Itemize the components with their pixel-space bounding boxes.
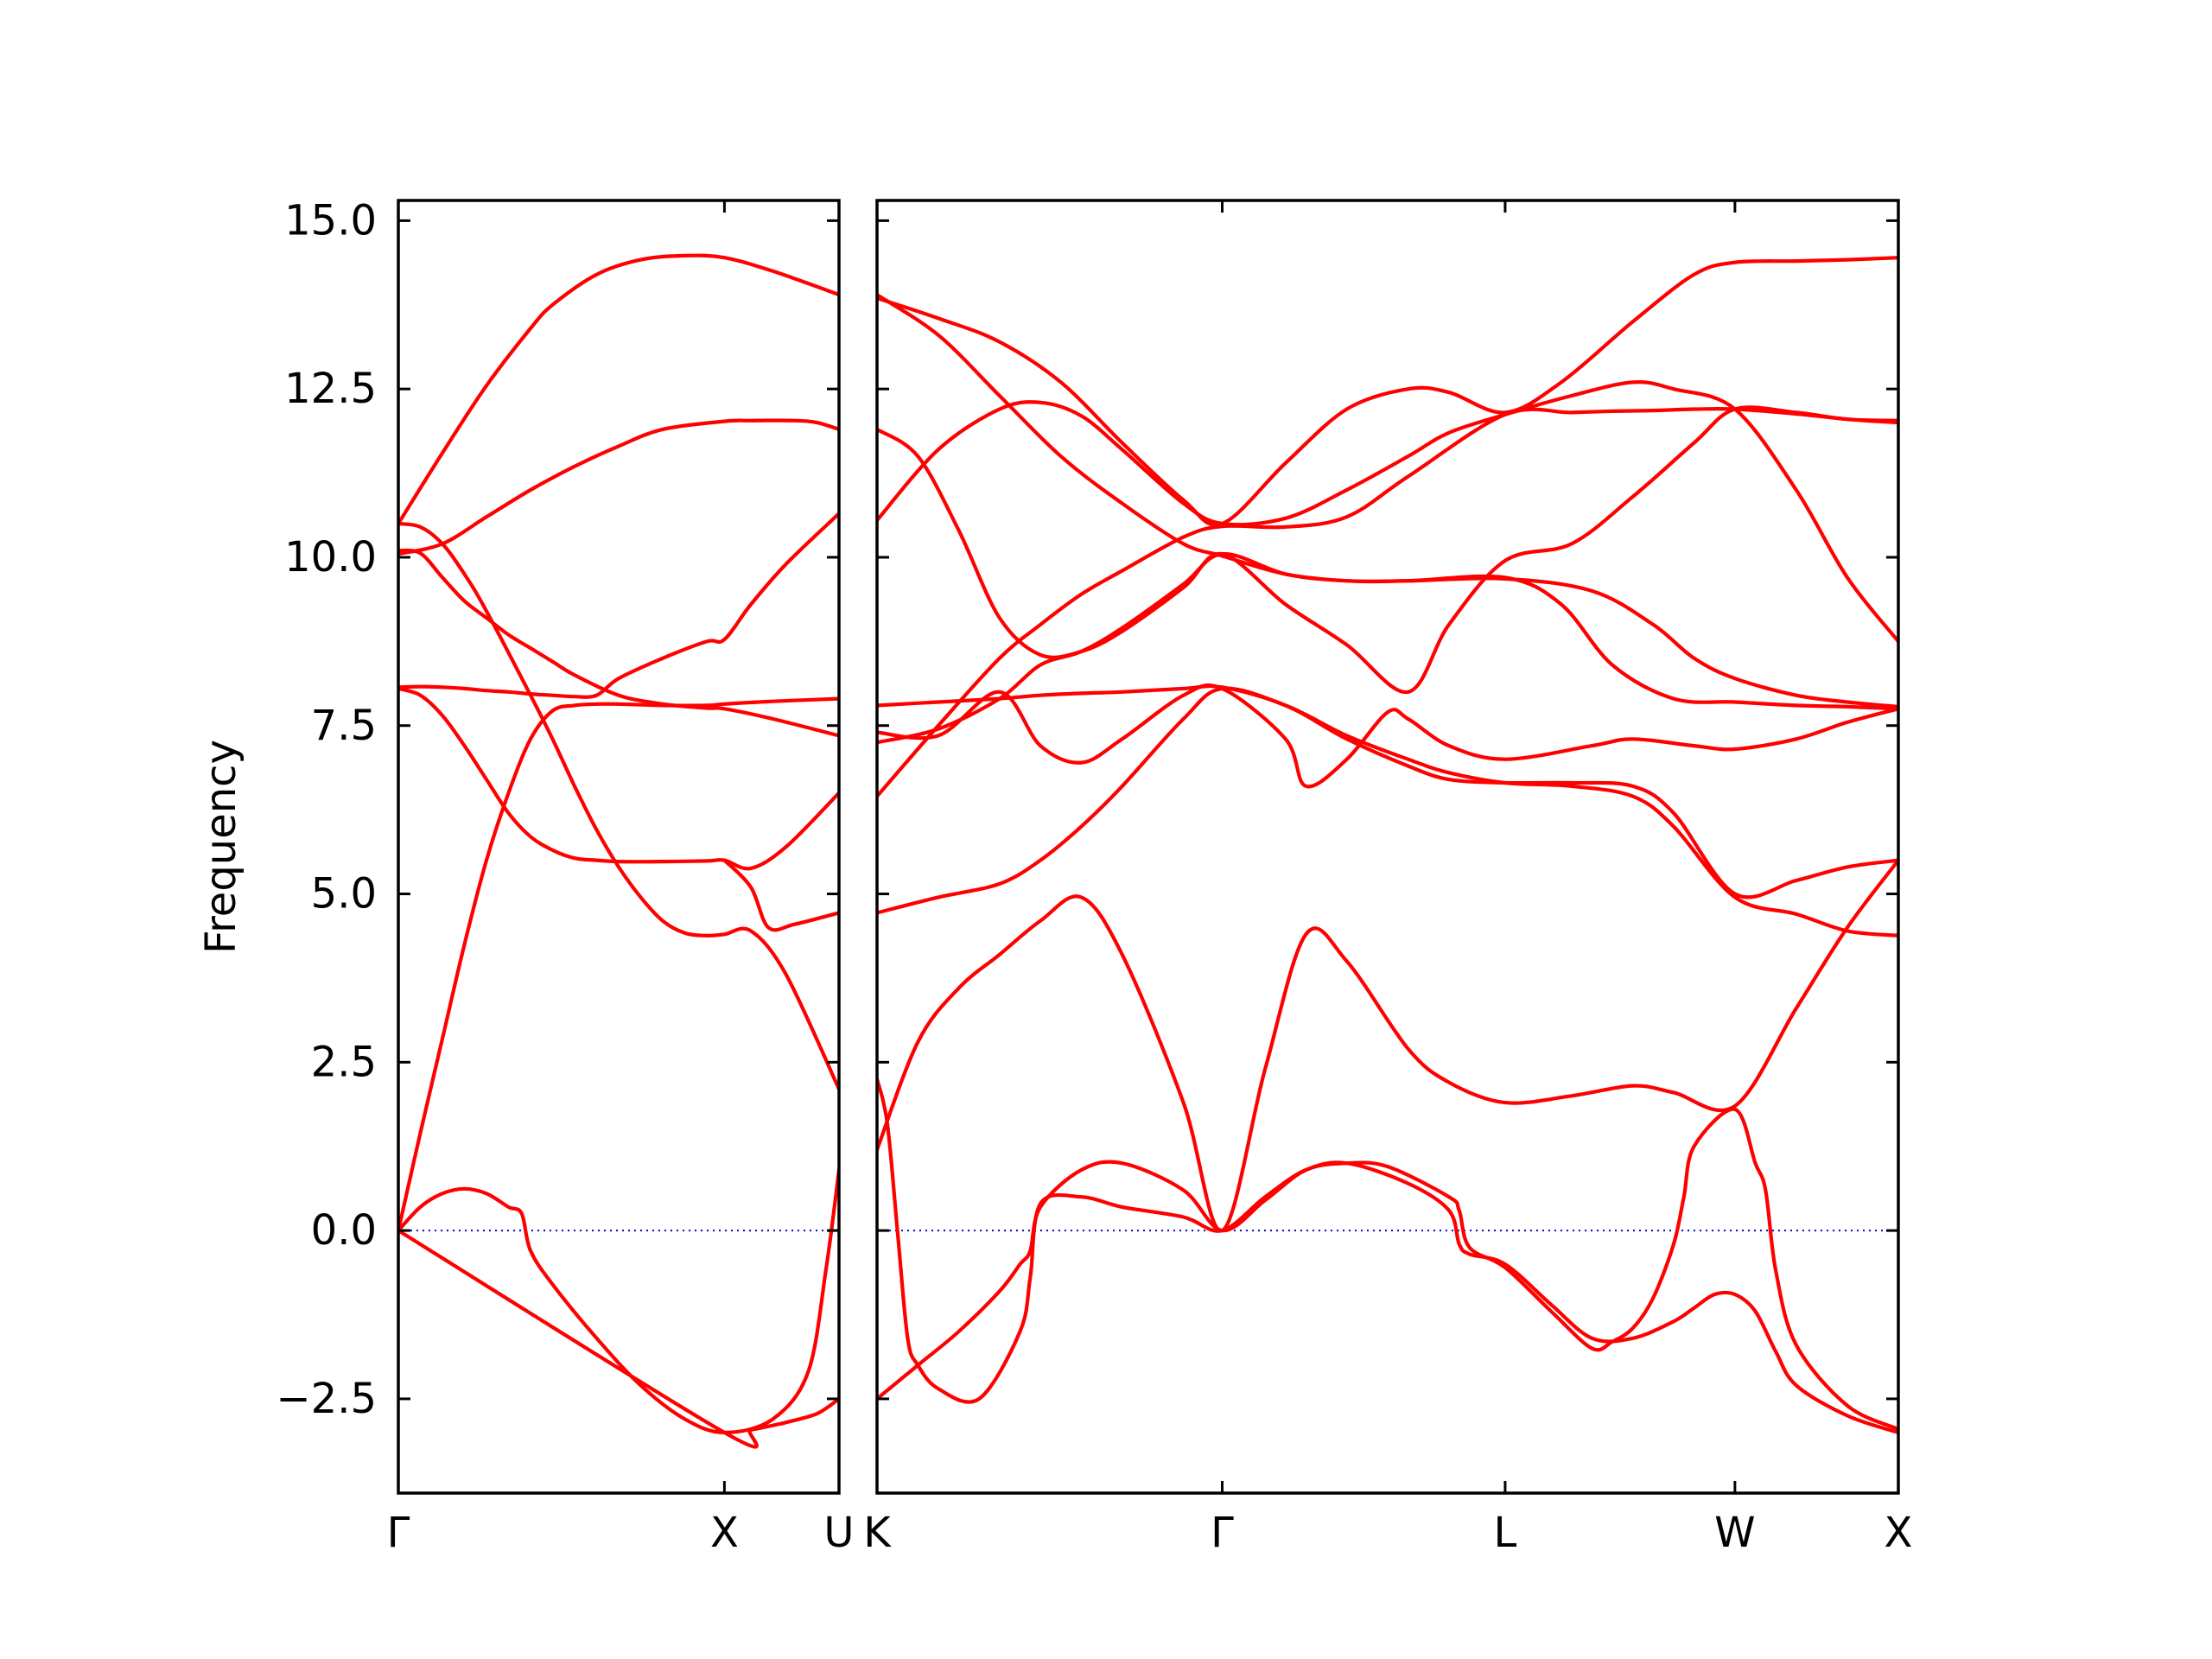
panel-frame — [397, 199, 841, 1495]
band-line-8 — [398, 1167, 839, 1434]
y-axis-ticks: −2.5 0.0 2.5 5.0 7.5 10.0 12.5 15.0 — [276, 196, 377, 1423]
band-line-1 — [877, 256, 1898, 527]
band-line-3 — [398, 548, 839, 738]
y-axis-label-group: Frequency — [197, 740, 245, 954]
band-line-3 — [877, 380, 1898, 644]
band-line-10 — [722, 858, 839, 932]
y-tick-label: 2.5 — [311, 1038, 377, 1086]
band-line-9 — [398, 1229, 839, 1449]
x-tick-label: W — [1714, 1509, 1755, 1557]
y-tick-label: 5.0 — [311, 870, 377, 918]
band-line-7 — [398, 696, 839, 1233]
y-axis-label: Frequency — [197, 740, 245, 954]
band-line-12 — [877, 1107, 1898, 1432]
y-tick-label: 15.0 — [284, 196, 377, 245]
band-line-8 — [877, 683, 1898, 789]
band-line-1 — [398, 253, 839, 526]
x-tick-label: X — [1885, 1509, 1913, 1557]
x-tick-label: K — [863, 1509, 892, 1557]
band-line-2 — [398, 418, 839, 556]
band-lines — [398, 253, 839, 1449]
band-line-6 — [877, 551, 1898, 745]
band-lines — [877, 256, 1898, 1434]
x-tick-label: Γ — [387, 1509, 410, 1557]
y-tick-label: 12.5 — [284, 365, 377, 413]
band-line-2 — [877, 293, 1898, 709]
band-line-9 — [877, 686, 1898, 938]
band-line-5 — [398, 512, 839, 699]
x-tick-label: Γ — [1211, 1509, 1234, 1557]
x-tick-label: X — [710, 1509, 739, 1557]
band-line-4 — [398, 521, 839, 1091]
panel-frame — [875, 199, 1900, 1495]
y-tick-label: 0.0 — [311, 1206, 377, 1255]
x-tick-label: L — [1494, 1509, 1517, 1557]
band-line-4 — [877, 405, 1898, 694]
band-line-6 — [398, 686, 839, 871]
y-tick-label: −2.5 — [276, 1375, 377, 1423]
band-line-5 — [877, 406, 1898, 798]
x-tick-label: U — [823, 1509, 854, 1557]
band-line-10 — [877, 858, 1898, 1233]
band-line-7 — [877, 683, 1898, 899]
y-tick-label: 7.5 — [311, 702, 377, 750]
y-tick-label: 10.0 — [284, 533, 377, 582]
